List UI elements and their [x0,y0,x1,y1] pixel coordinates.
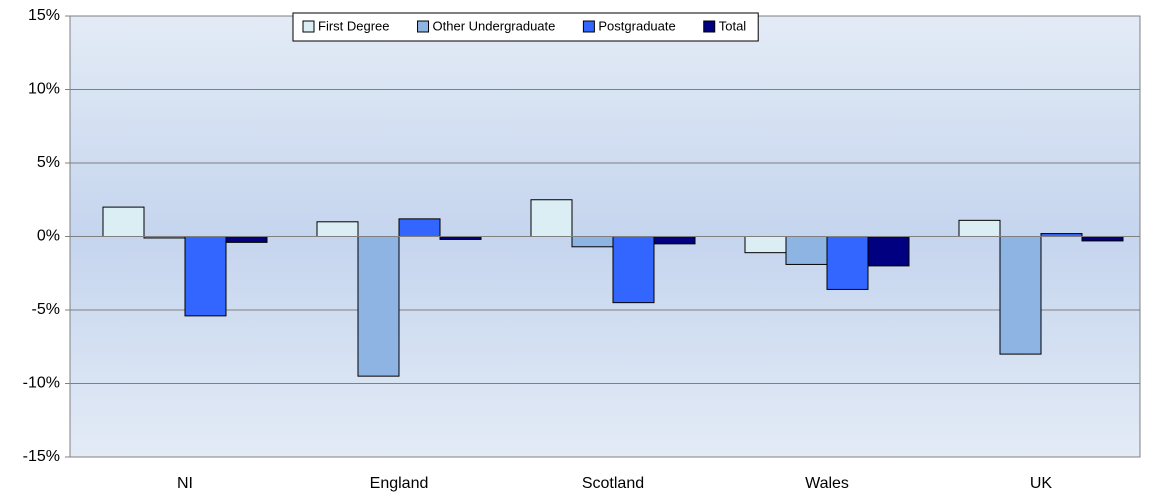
legend-swatch [582,20,595,33]
bar [316,221,359,238]
legend-swatch [302,20,315,33]
legend: First Degree Other Undergraduate Postgradu… [292,12,759,42]
bar [744,236,787,254]
y-tick-label: -5% [32,301,60,318]
bar [653,236,696,245]
legend-label: Other Undergraduate [433,18,556,33]
legend-box [292,12,759,42]
bar [785,236,828,265]
legend-label: First Degree [318,18,390,33]
legend-label: Total [719,18,747,33]
bar [225,236,268,243]
bar [398,218,441,237]
bar [184,236,227,317]
x-tick-label: NI [177,475,193,492]
bar [102,206,145,238]
bar [612,236,655,304]
y-tick-label: -10% [23,375,60,392]
y-tick-label: 10% [28,81,60,98]
y-tick-label: 15% [28,7,60,24]
x-tick-label: Scotland [582,475,644,492]
bar [826,236,869,290]
bar [867,236,910,267]
y-tick-label: -15% [23,448,60,465]
bar [999,236,1042,355]
x-tick-label: England [370,475,429,492]
bar [958,219,1001,238]
legend-swatch [417,20,430,33]
bar [1081,236,1124,242]
x-tick-label: UK [1030,475,1053,492]
legend-swatch [703,20,716,33]
legend-label: Postgraduate [598,18,675,33]
bar [571,236,614,248]
y-tick-label: 5% [37,154,60,171]
y-tick-label: 0% [37,228,60,245]
bar [530,199,573,237]
bar [357,236,400,377]
x-tick-label: Wales [805,475,849,492]
